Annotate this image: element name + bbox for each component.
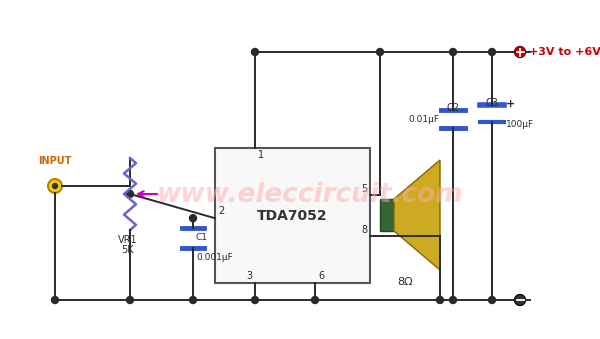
Circle shape — [251, 297, 259, 303]
Text: 8: 8 — [361, 225, 367, 235]
Circle shape — [127, 191, 133, 198]
Text: VR1: VR1 — [118, 235, 138, 245]
Text: +3V to +6V: +3V to +6V — [529, 47, 600, 57]
Text: C3: C3 — [485, 98, 499, 108]
Bar — [215, 148, 370, 283]
Circle shape — [311, 297, 319, 303]
Circle shape — [449, 48, 457, 56]
Circle shape — [190, 215, 197, 222]
Text: 2: 2 — [218, 206, 224, 216]
Text: 5: 5 — [361, 184, 367, 194]
Polygon shape — [394, 160, 440, 270]
Text: +: + — [506, 99, 515, 109]
Circle shape — [52, 297, 59, 303]
Circle shape — [251, 48, 259, 56]
Text: 1: 1 — [258, 150, 264, 160]
Text: 6: 6 — [318, 271, 324, 281]
Circle shape — [190, 297, 197, 303]
Circle shape — [53, 183, 58, 188]
Text: C1: C1 — [196, 234, 208, 242]
Text: TDA7052: TDA7052 — [257, 208, 328, 222]
Circle shape — [488, 48, 496, 56]
Text: 3: 3 — [246, 271, 252, 281]
Text: 0.01μF: 0.01μF — [408, 115, 439, 123]
Text: 5K: 5K — [122, 245, 134, 255]
Text: 0.001μF: 0.001μF — [196, 253, 233, 262]
Circle shape — [515, 46, 526, 58]
Circle shape — [377, 48, 383, 56]
Circle shape — [437, 297, 443, 303]
Circle shape — [48, 179, 62, 193]
Circle shape — [449, 297, 457, 303]
Text: C2: C2 — [446, 103, 460, 113]
Text: 100μF: 100μF — [506, 120, 534, 129]
Text: www.eleccircuit.com: www.eleccircuit.com — [157, 182, 463, 208]
Circle shape — [515, 295, 526, 305]
Text: 8Ω: 8Ω — [397, 277, 413, 287]
Circle shape — [127, 297, 133, 303]
Bar — [380, 199, 394, 231]
Text: INPUT: INPUT — [38, 156, 71, 166]
Circle shape — [488, 297, 496, 303]
